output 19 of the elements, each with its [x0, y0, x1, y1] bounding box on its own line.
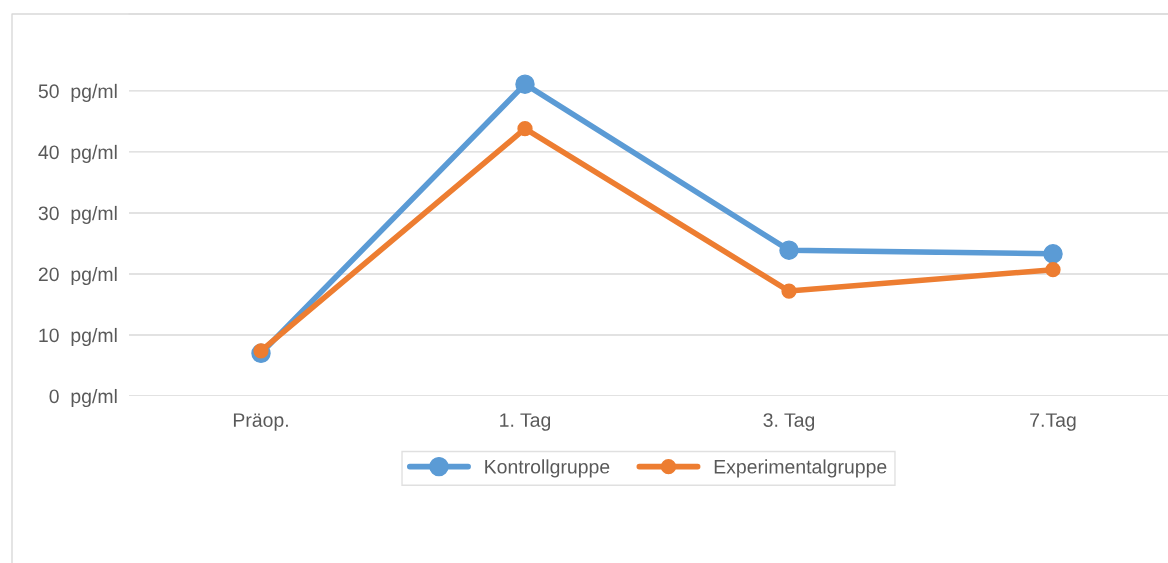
legend-label: Experimentalgruppe: [714, 459, 887, 478]
point: [1043, 244, 1063, 264]
y-tick-label: 40 pg/ml: [38, 144, 117, 163]
y-tick-label: 50 pg/ml: [38, 83, 117, 102]
x-tick-label: 1. Tag: [500, 413, 551, 431]
x-tick-label: 7.Tag: [1030, 413, 1076, 431]
legend-label: Kontrollgruppe: [485, 459, 610, 478]
point: [1045, 262, 1061, 278]
point: [781, 283, 797, 299]
point: [253, 343, 269, 359]
point: [517, 121, 533, 137]
x-tick-label: 3. Tag: [763, 413, 815, 431]
point: [779, 240, 799, 260]
x-tick-label: Präop.: [233, 413, 288, 431]
y-tick-label: 30 pg/ml: [38, 205, 117, 225]
y-tick-label: 0 pg/ml: [49, 388, 117, 408]
y-tick-label: 10 pg/ml: [39, 327, 117, 347]
y-tick-label: 20 pg/ml: [38, 266, 117, 286]
point: [515, 74, 535, 94]
